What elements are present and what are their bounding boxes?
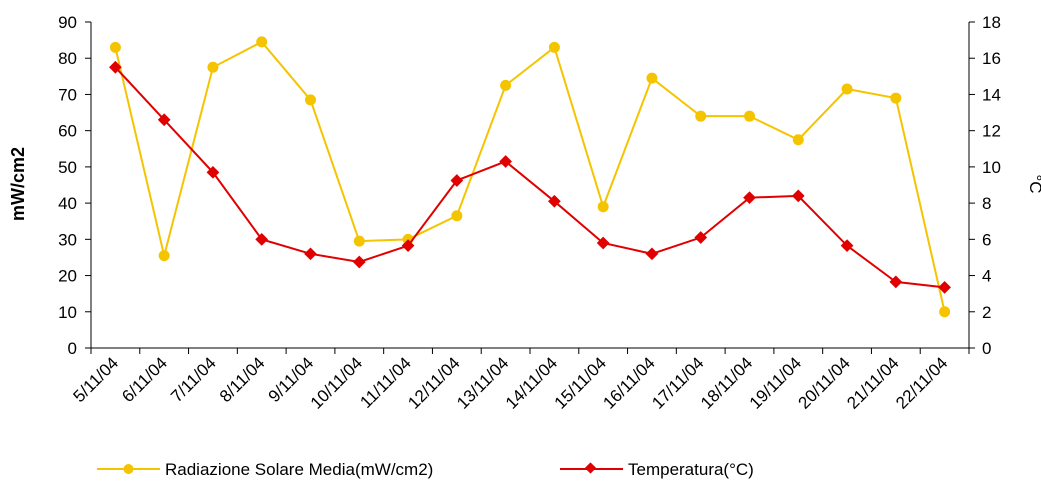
series-layer [109,36,951,318]
series-0-point [597,201,609,213]
right-y-tick-label: 10 [982,158,1001,177]
right-y-tick-label: 6 [982,230,991,249]
legend-temperature-marker [584,462,597,474]
series-1-point [499,155,512,168]
right-y-tick-label: 16 [982,49,1001,68]
left-y-axis-label: mW/cm2 [8,147,28,221]
legend-radiation-marker [123,464,134,474]
series-0-line [114,40,946,313]
series-0-point [305,94,316,106]
x-tick-label: 6/11/04 [118,353,171,406]
left-y-tick-label: 40 [58,194,77,213]
x-tick-label: 7/11/04 [167,353,220,406]
series-0-point [207,61,219,73]
x-tick-label: 5/11/04 [70,353,123,406]
left-y-tick-label: 50 [58,158,77,177]
series-0-point [744,110,755,122]
x-tick-label: 17/11/04 [648,353,707,412]
x-tick-label: 19/11/04 [746,353,805,412]
x-ticks: 5/11/046/11/047/11/048/11/049/11/0410/11… [70,348,970,413]
series-1-point [450,174,464,187]
right-y-tick-label: 18 [982,13,1001,32]
legend-item-radiation: Radiazione Solare Media(mW/cm2) [97,460,433,479]
x-tick-label: 22/11/04 [892,353,951,412]
series-1-point [304,247,317,261]
right-y-tick-label: 0 [982,339,991,358]
left-y-tick-label: 70 [58,85,77,104]
right-y-tick-label: 14 [982,85,1001,104]
x-tick-label: 16/11/04 [599,353,658,412]
right-y-tick-label: 4 [982,267,991,286]
series-0-point [939,306,951,318]
series-0-point [695,110,707,122]
series-0-point [451,210,463,222]
series-0-point [500,79,512,91]
x-tick-label: 18/11/04 [697,353,756,412]
series-0-point [841,83,853,95]
left-y-tick-label: 90 [58,13,77,32]
series-0-point [548,41,560,53]
legend: Radiazione Solare Media(mW/cm2) Temperat… [97,460,754,479]
left-y-tick-label: 60 [58,122,77,141]
right-y-axis-label: °C [1026,174,1041,193]
left-y-tick-label: 30 [58,230,77,249]
x-tick-label: 10/11/04 [307,353,366,412]
series-1-point [352,255,366,269]
x-tick-label: 11/11/04 [356,353,414,411]
left-y-tick-label: 0 [68,339,77,358]
left-y-tick-label: 10 [58,303,77,322]
right-y-ticks: 0 2 4 6 8 10 12 14 16 18 [969,13,1001,358]
x-tick-label: 8/11/04 [216,353,269,406]
x-tick-label: 21/11/04 [843,353,902,412]
legend-item-temperature: Temperatura(°C) [560,460,754,479]
series-1-point [401,239,415,253]
left-y-tick-label: 20 [58,267,77,286]
series-1-point [206,165,220,179]
series-1-point [645,247,659,261]
x-tick-label: 15/11/04 [551,353,610,412]
right-y-tick-label: 12 [982,122,1001,141]
series-1-point [255,232,269,246]
x-tick-label: 20/11/04 [795,353,854,412]
right-y-tick-label: 2 [982,303,991,322]
left-y-tick-label: 80 [58,49,77,68]
legend-radiation-label: Radiazione Solare Media(mW/cm2) [165,460,433,479]
series-0-point [109,41,121,53]
x-tick-label: 13/11/04 [453,353,512,412]
left-y-ticks: 0 10 20 30 40 50 60 70 80 90 [58,13,91,358]
x-tick-label: 14/11/04 [502,353,561,412]
right-y-tick-label: 8 [982,194,991,213]
series-1-point [157,113,171,127]
series-0-point [158,250,170,262]
legend-temperature-label: Temperatura(°C) [628,460,754,479]
series-0-point [646,72,658,84]
series-0-point [256,36,268,48]
series-0-point [353,235,365,247]
series-0-point [792,134,804,146]
series-1-line [114,66,945,289]
series-0-point [890,92,902,104]
x-tick-label: 12/11/04 [404,353,463,412]
